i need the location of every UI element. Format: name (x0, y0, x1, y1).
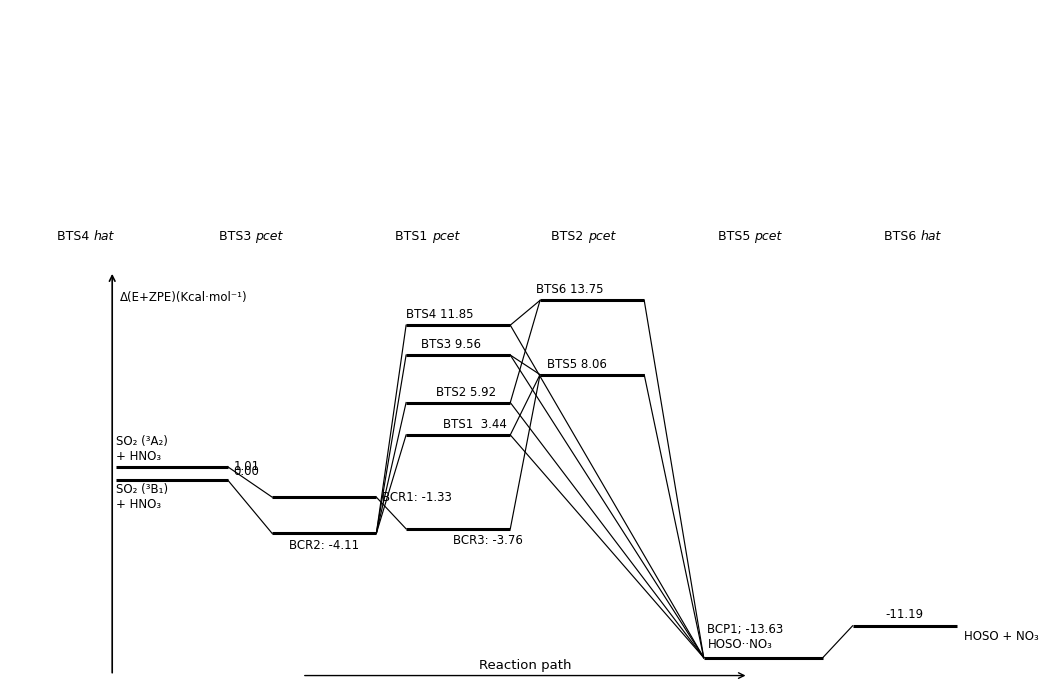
Text: Δ(E+ZPE)(Kcal·mol⁻¹): Δ(E+ZPE)(Kcal·mol⁻¹) (120, 291, 248, 303)
Text: BTS2 5.92: BTS2 5.92 (436, 386, 496, 399)
Text: SO₂ (³B₁)
+ HNO₃: SO₂ (³B₁) + HNO₃ (115, 483, 168, 511)
Text: BTS3: BTS3 (218, 230, 255, 244)
Text: BTS1  3.44: BTS1 3.44 (443, 418, 508, 431)
Text: BTS4: BTS4 (57, 230, 94, 244)
Text: BTS4 11.85: BTS4 11.85 (406, 308, 473, 322)
Text: 0.00: 0.00 (234, 465, 259, 478)
Text: BTS3 9.56: BTS3 9.56 (421, 338, 480, 351)
Text: hat: hat (94, 230, 114, 244)
Text: -11.19: -11.19 (886, 608, 924, 621)
Text: BTS6: BTS6 (884, 230, 920, 244)
Text: BCR2: -4.11: BCR2: -4.11 (289, 539, 360, 552)
Text: 1.01: 1.01 (234, 460, 260, 473)
Text: pcet: pcet (432, 230, 459, 244)
Text: HOSO + NO₃: HOSO + NO₃ (964, 630, 1039, 642)
Text: SO₂ (³A₂)
+ HNO₃: SO₂ (³A₂) + HNO₃ (115, 436, 167, 464)
Text: pcet: pcet (754, 230, 781, 244)
Text: BTS2: BTS2 (551, 230, 588, 244)
Text: hat: hat (920, 230, 941, 244)
Text: BCR3: -3.76: BCR3: -3.76 (453, 534, 523, 547)
Text: Reaction path: Reaction path (478, 658, 571, 672)
Text: BCR1: -1.33: BCR1: -1.33 (383, 491, 452, 504)
Text: BTS5 8.06: BTS5 8.06 (547, 358, 607, 371)
Text: pcet: pcet (255, 230, 282, 244)
Text: BTS5: BTS5 (718, 230, 754, 244)
Text: BTS1: BTS1 (395, 230, 432, 244)
Text: BCP1; -13.63
HOSO··NO₃: BCP1; -13.63 HOSO··NO₃ (707, 623, 784, 651)
Text: pcet: pcet (588, 230, 615, 244)
Text: BTS6 13.75: BTS6 13.75 (537, 283, 604, 296)
